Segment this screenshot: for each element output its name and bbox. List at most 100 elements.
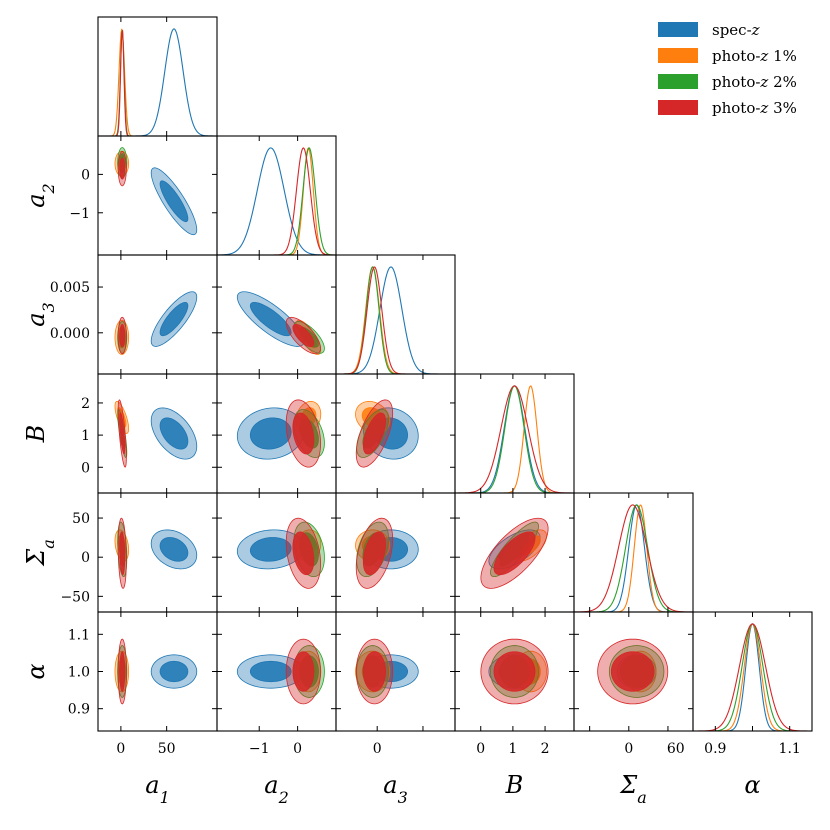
panel-B-vs-a3	[335, 373, 456, 494]
panel-Sigma_a-vs-B	[454, 492, 575, 613]
contour-inner-0	[249, 417, 292, 450]
legend: spec-z photo-z 1% photo-z 2% photo-z 3%	[658, 21, 797, 117]
y-axis-label-a2: a2	[22, 183, 58, 208]
legend-label-1: photo-z 1%	[712, 47, 797, 65]
contour-inner-3	[362, 531, 386, 576]
contour-inner-0	[159, 417, 189, 450]
panel-a1-vs-a1	[97, 16, 218, 137]
marginal-curve-alpha-3	[693, 623, 812, 731]
contour-inner-3	[119, 324, 126, 348]
contour-inner-3	[119, 412, 126, 455]
legend-swatch-2	[658, 74, 698, 89]
x-axis-label-alpha: α	[744, 771, 760, 799]
marginal-curve-a2-2	[217, 147, 336, 255]
y-tick-label-Sigma_a: 0	[81, 550, 90, 566]
contour-inner-3	[493, 531, 536, 576]
y-tick-label-Sigma_a: 50	[72, 511, 90, 527]
contour-inner-0	[159, 660, 189, 683]
y-axis-label-text: a3	[22, 302, 58, 327]
marginal-curve-B-0	[455, 385, 574, 493]
contour-inner-3	[292, 531, 315, 576]
x-tick-label-a2: −1	[249, 741, 270, 757]
marginal-curve-Sigma_a-0	[574, 504, 693, 612]
y-tick-label-Sigma_a: −50	[60, 589, 90, 605]
x-tick-label-a1: 0	[116, 741, 125, 757]
x-tick-label-B: 0	[476, 741, 485, 757]
panel-a2-vs-a1	[97, 135, 218, 256]
y-tick-label-a3: 0.000	[50, 326, 90, 342]
panel-alpha-vs-B	[454, 611, 575, 732]
contour-inner-3	[610, 651, 655, 692]
contour-inner-3	[292, 412, 315, 455]
legend-swatch-3	[658, 100, 698, 115]
marginal-curve-a1-3	[98, 30, 217, 136]
contour-inner-3	[292, 651, 315, 692]
marginal-curve-Sigma_a-3	[574, 504, 693, 612]
panel-frame	[335, 254, 456, 375]
panel-B-vs-a1	[97, 373, 218, 494]
contour-inner-3	[119, 157, 126, 180]
y-axis-label-text: B	[22, 425, 50, 444]
contour-inner-0	[159, 301, 189, 337]
y-tick-label-B: 2	[81, 396, 90, 412]
marginal-curve-alpha-1	[693, 623, 812, 731]
panel-Sigma_a-vs-Sigma_a	[573, 492, 694, 613]
marginal-curve-a1-2	[98, 30, 217, 136]
panel-a3-vs-a2	[216, 254, 337, 375]
contour-inner-0	[159, 180, 189, 223]
marginal-curve-a1-0	[98, 28, 217, 136]
contour-inner-0	[249, 660, 292, 683]
panel-Sigma_a-vs-a1	[97, 492, 218, 613]
marginal-curve-alpha-2	[693, 623, 812, 731]
y-axis-label-text: a2	[22, 183, 58, 208]
contour-inner-3	[362, 651, 386, 692]
y-tick-label-alpha: 1.0	[68, 665, 90, 681]
y-axis-label-B: B	[22, 425, 50, 444]
panel-B-vs-a2	[216, 373, 337, 494]
y-tick-label-a3: 0.005	[50, 280, 90, 296]
y-axis-label-text: Σa	[22, 539, 58, 567]
marginal-curve-a3-2	[336, 266, 455, 374]
y-axis-label-alpha: α	[22, 663, 50, 679]
x-axis-label-Sigma_a: Σa	[619, 771, 647, 807]
panel-a2-vs-a2	[216, 135, 337, 256]
marginal-curve-a3-1	[336, 266, 455, 374]
marginal-curve-a2-1	[217, 146, 336, 255]
contour-inner-0	[249, 537, 292, 562]
marginal-curve-B-1	[455, 385, 574, 493]
panel-alpha-vs-Sigma_a	[573, 611, 694, 732]
panel-frame	[97, 135, 218, 256]
y-tick-label-B: 1	[81, 428, 90, 444]
x-tick-label-a3: 0	[373, 741, 382, 757]
panel-B-vs-B	[454, 373, 575, 494]
x-tick-label-B: 1	[508, 741, 517, 757]
contour-inner-3	[292, 324, 315, 348]
x-axis-label-B: B	[505, 771, 524, 799]
x-tick-label-alpha: 1.1	[779, 741, 801, 757]
panel-Sigma_a-vs-a2	[216, 492, 337, 613]
contour-inner-0	[159, 537, 189, 562]
panel-frame	[97, 16, 218, 137]
panel-alpha-vs-alpha	[692, 611, 813, 732]
y-tick-label-a2: −1	[69, 206, 90, 222]
panel-alpha-vs-a3	[335, 611, 456, 732]
y-axis-label-a3: a3	[22, 302, 58, 327]
x-tick-label-alpha: 0.9	[704, 741, 726, 757]
marginal-curve-B-3	[455, 385, 574, 493]
panel-frame	[692, 611, 813, 732]
y-tick-label-B: 0	[81, 460, 90, 476]
panel-a3-vs-a3	[335, 254, 456, 375]
x-tick-label-a1: 50	[158, 741, 176, 757]
panel-frame	[97, 254, 218, 375]
legend-label-0: spec-z	[712, 21, 760, 39]
x-tick-label-B: 2	[541, 741, 550, 757]
contour-inner-3	[362, 412, 386, 455]
contour-inner-3	[493, 651, 536, 692]
marginal-curve-a1-1	[98, 28, 217, 136]
panel-alpha-vs-a1	[97, 611, 218, 732]
marginal-curve-a3-0	[336, 266, 455, 374]
y-tick-label-a2: 0	[81, 167, 90, 183]
legend-label-2: photo-z 2%	[712, 73, 797, 91]
panel-alpha-vs-a2	[216, 611, 337, 732]
